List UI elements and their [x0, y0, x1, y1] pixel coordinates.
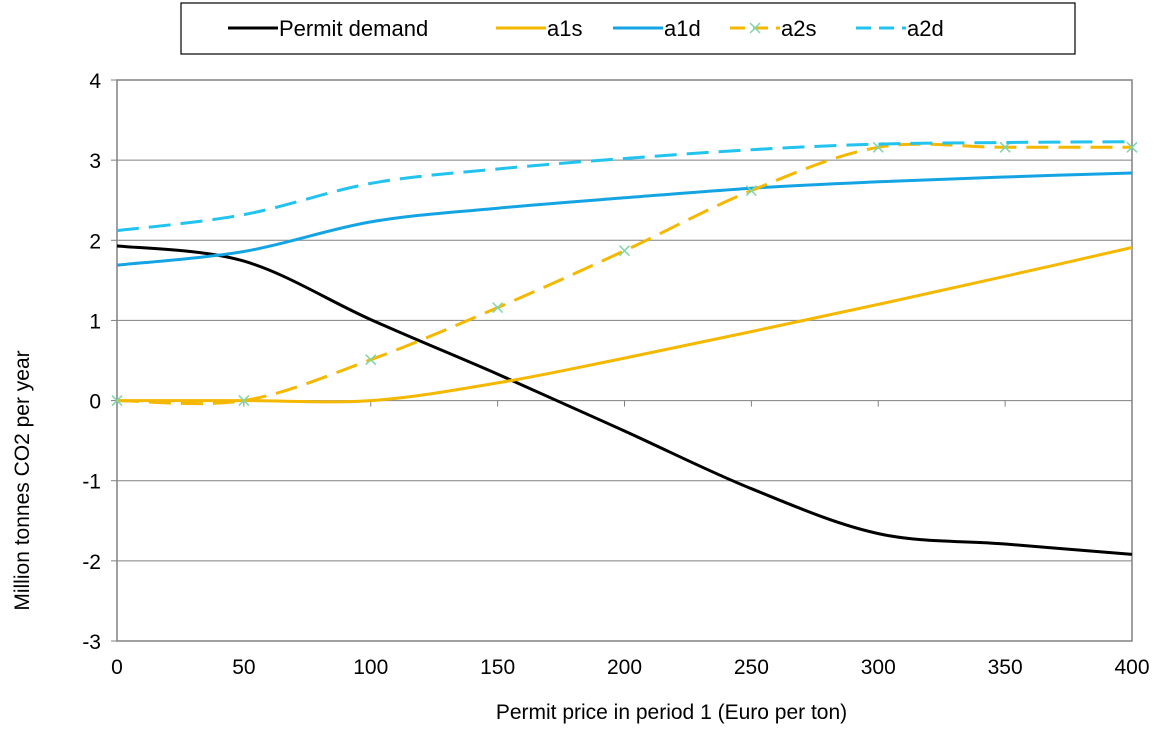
y-axis-label: Million tonnes CO2 per year: [11, 350, 34, 610]
series-a2s: [111, 141, 1138, 407]
y-tick-label: -2: [82, 551, 101, 574]
data-point-a2s: [492, 302, 504, 314]
y-tick-label: 1: [89, 310, 101, 333]
grid-lines: [117, 159, 1132, 562]
series-line-a2s: [116, 142, 1132, 406]
x-tick-label: 300: [861, 656, 896, 679]
data-point-a2s: [618, 245, 631, 257]
x-tick-label: 250: [734, 656, 769, 679]
x-tick-label: 400: [1114, 656, 1149, 679]
series-line-a1d: [116, 171, 1133, 267]
x-tick-label: 350: [988, 656, 1023, 679]
series-line-a1s: [117, 246, 1133, 404]
x-tick-label: 100: [353, 656, 388, 679]
y-tick-label: -3: [82, 631, 101, 654]
data-point-a2s: [365, 354, 377, 366]
y-tick-label: 4: [89, 70, 101, 93]
x-tick-label: 200: [607, 656, 642, 679]
x-tick-label: 150: [480, 656, 515, 679]
legend-entry-a2s: a2s: [730, 16, 816, 41]
axis-ticks: 4 3 2 1 0 -1 -2 -3 0 50 100 150 200 250 300 350 400: [82, 70, 1149, 679]
legend-entry-permit-demand: Permit demand: [228, 16, 428, 41]
data-point-a2s: [111, 395, 123, 407]
legend-label: a1d: [664, 16, 701, 41]
series-a1s: [117, 246, 1133, 404]
series-lines: [111, 140, 1138, 556]
series-permit-demand: [116, 244, 1133, 556]
y-tick-label: 0: [89, 391, 101, 414]
data-point-a2s: [999, 141, 1011, 153]
y-tick-label: 3: [89, 150, 101, 173]
data-point-a2s: [745, 185, 757, 197]
legend-entry-a1s: a1s: [496, 16, 582, 41]
legend-label: a1s: [547, 16, 582, 41]
legend-entry-a1d: a1d: [613, 16, 701, 41]
plot-area: [116, 79, 1133, 642]
series-a1d: [116, 171, 1133, 267]
series-line-permit-demand: [116, 244, 1133, 556]
series-a2d: [116, 140, 1133, 233]
x-tick-label: 0: [111, 656, 123, 679]
x-tick-label: 50: [232, 656, 255, 679]
legend-entry-a2d: a2d: [856, 16, 944, 41]
x-axis-label: Permit price in period 1 (Euro per ton): [496, 701, 847, 724]
y-tick-label: 2: [89, 230, 101, 253]
data-point-a2s: [238, 395, 250, 407]
series-line-a2d: [116, 140, 1133, 233]
legend-label: a2d: [907, 16, 944, 41]
legend-label: Permit demand: [279, 16, 428, 41]
data-point-a2s: [1126, 141, 1138, 153]
legend-label: a2s: [781, 16, 816, 41]
legend: Permit demand a1s a1d a2s a2d: [180, 2, 1076, 55]
y-tick-label: -1: [82, 471, 101, 494]
